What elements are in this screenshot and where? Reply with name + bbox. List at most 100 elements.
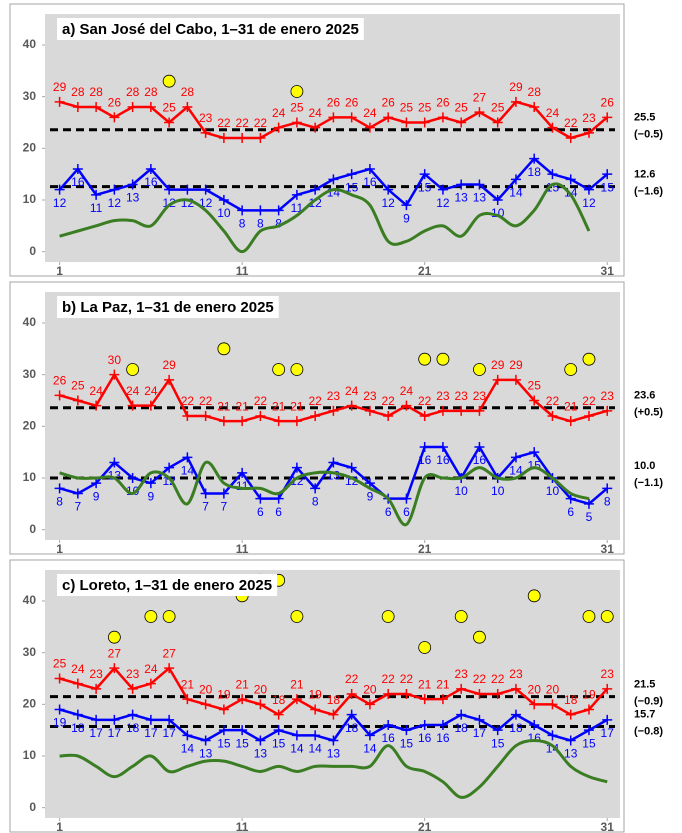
point-marker [255,133,266,143]
point-marker [583,411,594,421]
point-marker [127,683,138,694]
scatter-point [217,342,231,356]
data-label: 18 [327,693,341,707]
annotation-value: 23.6 [634,390,655,402]
data-label: 26 [436,96,450,110]
point-marker [255,493,266,504]
data-label: 22 [491,672,505,686]
point-marker [237,694,248,705]
data-label: 24 [546,106,560,120]
scatter-point [564,363,578,376]
data-label: 15 [400,736,414,750]
point-marker [401,200,412,211]
point-marker [474,179,485,190]
scatter-point [272,363,286,376]
point-marker [474,442,485,452]
point-marker [456,683,467,694]
data-label: 16 [436,453,450,467]
point-marker [91,683,102,694]
data-label: 18 [126,721,140,735]
data-label: 24 [71,662,85,676]
point-marker [328,457,339,468]
data-label: 16 [71,175,85,189]
point-marker [401,689,412,699]
point-marker [91,189,102,200]
data-label: 14 [509,464,523,478]
data-label: 21 [235,399,249,413]
data-label: 19 [308,688,322,702]
point-marker [364,730,375,741]
scatter-point [144,610,158,623]
data-label: 9 [148,489,155,503]
point-marker [72,678,83,689]
data-label: 18 [509,721,523,735]
point-marker [547,122,558,133]
data-label: 13 [254,747,268,761]
y-tick-label: 40 [23,37,37,51]
point-marker [510,374,521,385]
point-marker [364,478,375,489]
point-marker [310,483,321,494]
data-label: 22 [582,394,596,408]
point-marker [419,169,430,180]
point-marker [328,405,339,416]
point-marker [474,405,485,416]
data-label: 17 [473,726,487,740]
point-marker [273,205,284,216]
point-marker [182,730,193,741]
data-label: 8 [239,217,246,231]
data-label: 28 [181,85,195,99]
data-label: 8 [257,217,264,231]
point-marker [510,683,521,694]
point-marker [255,411,266,421]
point-marker [456,117,467,128]
data-label: 24 [345,384,359,398]
series-line [59,460,590,527]
data-label: 24 [308,106,322,120]
scatter-point [162,74,176,88]
data-label: 22 [473,672,487,686]
annotation-value: 15.7 [634,708,655,720]
point-marker [127,102,138,112]
data-label: 11 [90,201,103,215]
point-marker [218,488,229,499]
point-marker [109,663,120,674]
data-label: 14 [363,742,377,756]
annotation-note: (−0.8) [634,725,663,737]
point-marker [346,400,357,411]
point-marker [474,689,485,699]
data-label: 18 [272,693,286,707]
point-marker [72,102,83,112]
point-marker [273,709,284,720]
data-label: 15 [345,180,359,194]
point-marker [310,704,321,715]
data-label: 10 [491,484,505,498]
point-marker [200,488,211,499]
plot-area [45,570,620,818]
point-marker [583,725,594,736]
point-marker [182,452,193,463]
point-marker [145,478,156,489]
point-marker [91,400,102,411]
data-label: 16 [418,453,432,467]
data-label: 23 [455,389,469,403]
point-marker [164,374,175,385]
point-marker [565,709,576,720]
point-marker [547,699,558,710]
scatter-point [290,85,304,98]
point-marker [273,122,284,133]
data-label: 20 [546,683,560,697]
data-label: 17 [89,726,103,740]
point-marker [145,102,156,112]
point-marker [364,164,375,174]
data-label: 20 [363,683,377,697]
data-label: 23 [582,111,596,125]
point-marker [109,184,120,195]
point-marker [237,725,248,736]
y-tick-label: 20 [23,697,37,711]
point-marker [565,133,576,143]
annotation-value: 10.0 [634,460,655,472]
point-marker [200,735,211,746]
point-marker [310,122,321,133]
point-marker [419,694,430,705]
